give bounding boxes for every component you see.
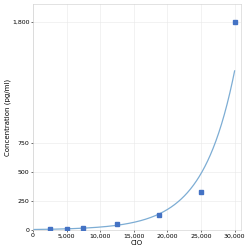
X-axis label: CIO: CIO xyxy=(131,240,143,246)
Y-axis label: Concentration (pg/ml): Concentration (pg/ml) xyxy=(4,78,11,156)
